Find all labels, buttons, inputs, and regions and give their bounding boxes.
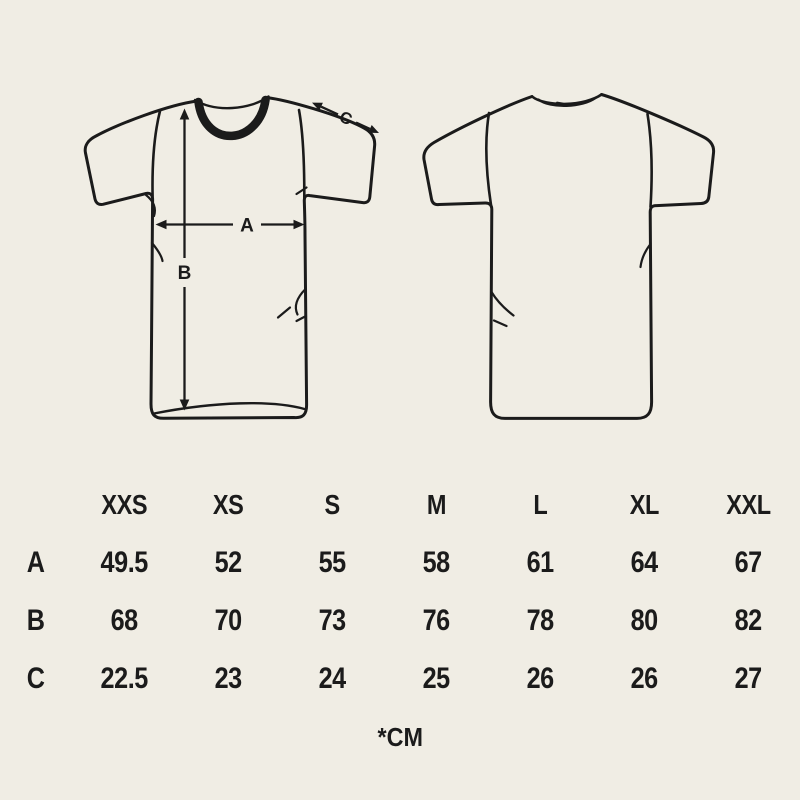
back-right-armhole-seam <box>646 112 653 209</box>
table-row-b: B 68 70 73 76 78 80 82 <box>0 592 800 650</box>
value-c-m: 25 <box>422 662 450 695</box>
value-a-s: 55 <box>318 546 346 579</box>
arrowhead-upper <box>312 102 323 111</box>
size-column-header-s: S <box>324 489 340 520</box>
measurement-arrow-a: A <box>155 216 305 237</box>
value-c-s: 24 <box>318 662 346 695</box>
front-right-underarm-fold <box>295 186 308 196</box>
arrowhead-top <box>179 108 190 120</box>
front-left-armhole-seam <box>151 109 162 198</box>
size-table-header-row: XXS XS S M L XL XXL <box>0 476 800 534</box>
value-a-xs: 52 <box>214 546 242 579</box>
value-c-xl: 26 <box>630 662 658 695</box>
row-label-a: A <box>27 546 45 579</box>
size-table: XXS XS S M L XL XXL A 49.5 52 55 58 61 6… <box>0 476 800 708</box>
value-c-xs: 23 <box>214 662 242 695</box>
row-label-c: C <box>27 662 45 695</box>
arrowhead-left <box>155 219 167 230</box>
value-b-xs: 70 <box>214 604 242 637</box>
table-corner-spacer <box>0 496 72 514</box>
arrowhead-bottom <box>179 399 190 411</box>
value-b-l: 78 <box>526 604 554 637</box>
size-column-header-xs: XS <box>212 489 244 520</box>
back-shirt-outline <box>422 93 716 420</box>
value-c-xxl: 27 <box>734 662 762 695</box>
table-row-c: C 22.5 23 24 25 26 26 27 <box>0 650 800 708</box>
value-a-xl: 64 <box>630 546 658 579</box>
value-b-s: 73 <box>318 604 346 637</box>
arrowhead-right <box>293 219 305 230</box>
back-right-side-fold <box>639 242 652 269</box>
value-b-m: 76 <box>422 604 450 637</box>
table-row-a: A 49.5 52 55 58 61 64 67 <box>0 534 800 592</box>
value-a-m: 58 <box>422 546 450 579</box>
size-column-header-xxl: XXL <box>725 489 771 520</box>
measurement-arrow-b: B <box>178 108 192 411</box>
front-shirt-outline <box>83 96 377 420</box>
size-column-header-xxs: XXS <box>101 489 147 520</box>
front-right-armhole-seam <box>297 108 306 200</box>
front-hem-fold <box>152 402 306 415</box>
front-left-underarm-fold <box>144 193 156 218</box>
label-a: A <box>240 216 254 237</box>
unit-note: *CM <box>377 722 423 752</box>
back-left-side-folds <box>490 290 515 328</box>
back-collar-stitches <box>556 101 575 105</box>
value-a-xxs: 49.5 <box>100 546 148 579</box>
size-column-header-m: M <box>426 489 446 520</box>
back-left-armhole-seam <box>485 111 493 207</box>
front-left-side-fold <box>150 241 164 263</box>
value-b-xxs: 68 <box>110 604 138 637</box>
value-c-xxs: 22.5 <box>100 662 148 695</box>
front-shirt-diagram: A B C <box>83 94 379 420</box>
size-table-body: A 49.5 52 55 58 61 64 67 B 68 70 73 76 7… <box>0 534 800 708</box>
front-collar-band <box>194 95 270 141</box>
front-collar-notch <box>224 94 233 105</box>
value-a-xxl: 67 <box>734 546 762 579</box>
label-c: C <box>336 108 354 129</box>
measurement-arrow-c: C <box>312 102 379 133</box>
row-label-b: B <box>27 604 45 637</box>
back-shirt-diagram <box>422 93 716 420</box>
back-collar-inner <box>537 96 597 107</box>
size-column-header-xl: XL <box>629 489 659 520</box>
value-b-xl: 80 <box>630 604 658 637</box>
label-b: B <box>178 263 192 284</box>
arrowhead-lower <box>368 125 379 133</box>
tshirt-measurement-diagram: A B C <box>83 93 716 420</box>
value-a-l: 61 <box>526 546 554 579</box>
front-right-side-folds <box>276 287 308 323</box>
value-c-l: 26 <box>526 662 554 695</box>
value-b-xxl: 82 <box>734 604 762 637</box>
size-column-header-l: L <box>533 489 547 520</box>
